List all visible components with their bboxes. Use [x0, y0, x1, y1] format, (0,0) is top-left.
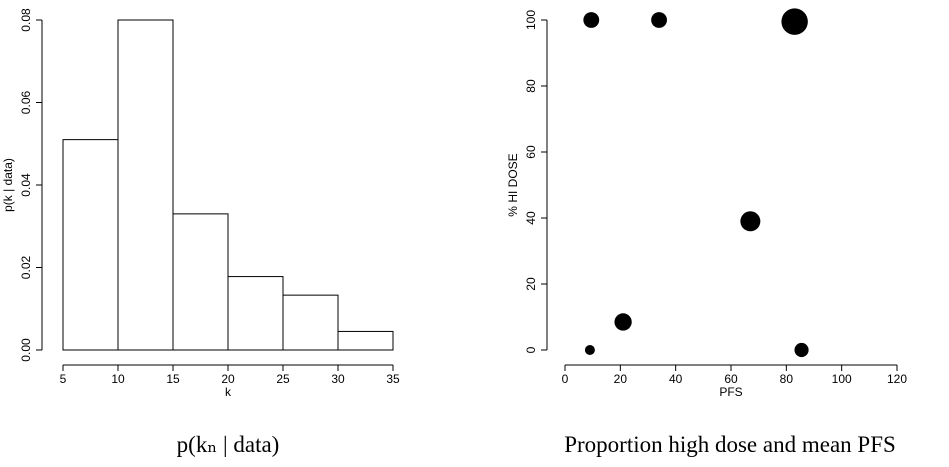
x-tick-label: 100 — [832, 372, 852, 386]
x-tick-label: 15 — [166, 372, 180, 386]
point — [584, 345, 595, 355]
y-tick-label: 100 — [524, 10, 538, 30]
x-tick-label: 30 — [331, 372, 345, 386]
x-axis-label: PFS — [719, 385, 742, 399]
y-tick-label: 0.04 — [19, 173, 33, 197]
point — [583, 12, 600, 28]
x-tick-label: 5 — [60, 372, 67, 386]
y-tick-label: 0 — [524, 346, 538, 353]
y-axis-label: % HI DOSE — [506, 153, 520, 216]
x-tick-label: 80 — [780, 372, 794, 386]
bar — [227, 276, 284, 351]
y-axis-label: p(k | data) — [1, 158, 15, 212]
x-tick-label: 20 — [614, 372, 628, 386]
bar — [62, 139, 119, 351]
bar — [117, 19, 174, 351]
y-tick-label: 0.08 — [19, 8, 33, 32]
y-tick-label: 80 — [524, 79, 538, 93]
point — [651, 12, 667, 28]
y-tick-label: 60 — [524, 145, 538, 159]
point — [614, 313, 632, 331]
point — [794, 342, 809, 358]
caption: Proportion high dose and mean PFS — [564, 432, 896, 457]
bar — [282, 294, 339, 351]
y-tick-label: 40 — [524, 211, 538, 225]
bar — [337, 330, 394, 351]
point — [740, 211, 761, 232]
point — [781, 8, 808, 35]
x-tick-label: 35 — [386, 372, 400, 386]
x-tick-label: 20 — [221, 372, 235, 386]
x-tick-label: 120 — [887, 372, 907, 386]
x-tick-label: 60 — [724, 372, 738, 386]
caption: p(kₙ | data) — [177, 432, 280, 457]
bar — [172, 213, 229, 351]
x-axis-label: k — [225, 385, 232, 399]
y-tick-label: 0.00 — [19, 338, 33, 362]
x-tick-label: 40 — [669, 372, 683, 386]
y-tick-label: 20 — [524, 277, 538, 291]
x-tick-label: 10 — [111, 372, 125, 386]
x-tick-label: 0 — [562, 372, 569, 386]
x-tick-label: 25 — [276, 372, 290, 386]
y-tick-label: 0.02 — [19, 255, 33, 279]
y-tick-label: 0.06 — [19, 90, 33, 114]
